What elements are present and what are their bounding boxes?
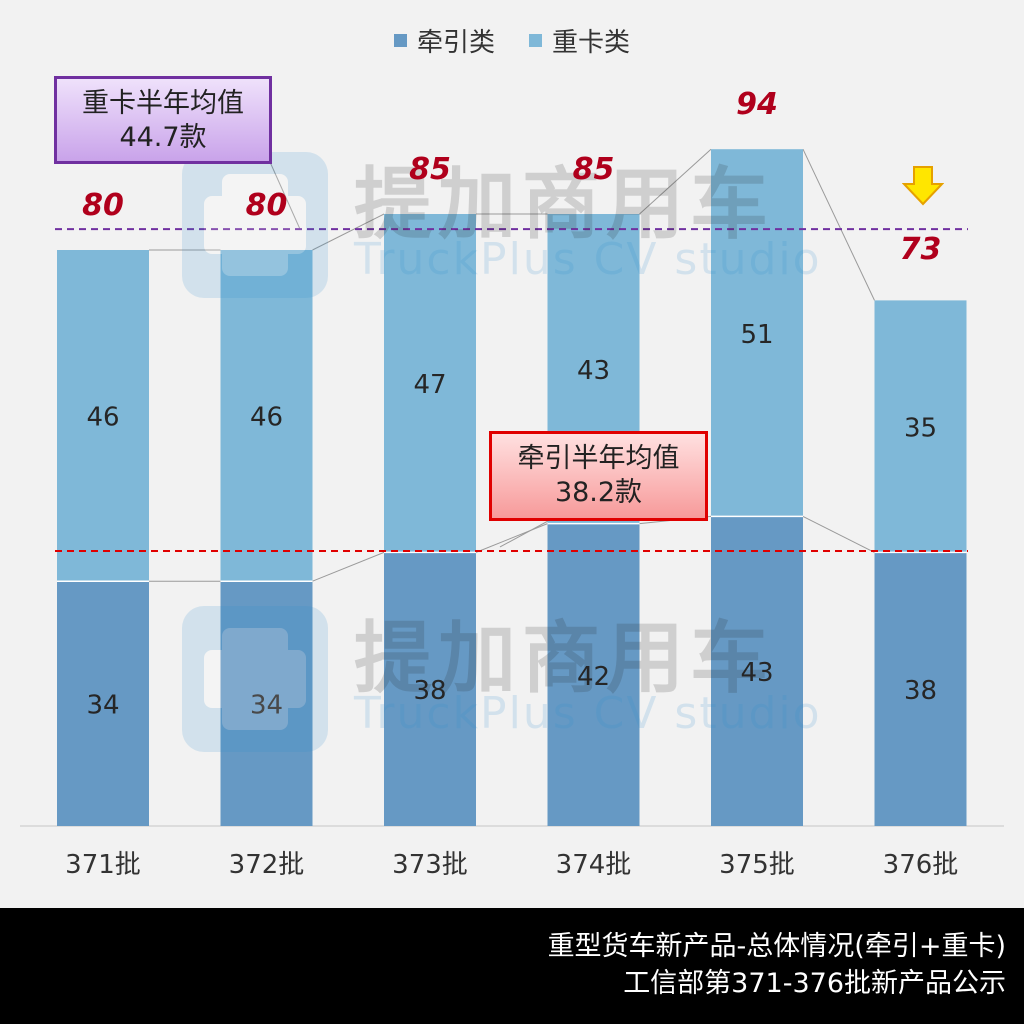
traction-average-value: 38.2款 xyxy=(554,477,643,508)
data-label-heavy: 46 xyxy=(86,403,119,433)
series-connector-line xyxy=(312,213,385,251)
bar-segment-heavy xyxy=(57,250,149,582)
data-label-heavy: 35 xyxy=(904,413,937,443)
bar-segment-traction xyxy=(711,516,803,826)
data-label-traction: 38 xyxy=(904,676,937,706)
bar-segment-traction xyxy=(220,581,313,826)
traction-average-title: 牵引半年均值 xyxy=(517,443,680,474)
series-connector-line xyxy=(802,148,875,301)
bar-segment-traction xyxy=(384,552,476,826)
x-tick-label: 375批 xyxy=(719,850,795,880)
x-tick-label: 373批 xyxy=(392,850,468,880)
data-label-heavy: 47 xyxy=(413,370,446,400)
data-label-traction: 42 xyxy=(577,662,610,692)
connector-lines xyxy=(149,148,875,582)
chart-area: 34 46 371批 34 46 372批 38 47 373批 42 43 374批 43 51 375批… xyxy=(0,22,1024,880)
footer-banner: 重型货车新产品-总体情况(牵引+重卡) 工信部第371-376批新产品公示 xyxy=(0,908,1024,1024)
bar-segment-traction xyxy=(547,523,640,826)
total-label: 73 xyxy=(899,232,942,268)
legend: 牵引类 重卡类 xyxy=(0,22,1024,59)
x-tick-label: 376批 xyxy=(883,850,959,880)
legend-item-heavy: 重卡类 xyxy=(529,22,630,59)
total-label: 85 xyxy=(572,152,615,187)
heavy-average-callout: 重卡半年均值 44.7款 xyxy=(54,76,272,164)
series-connector-line xyxy=(802,515,875,553)
legend-swatch-heavy xyxy=(529,34,542,47)
x-tick-label: 371批 xyxy=(65,850,141,880)
value-labels: 34 46 371批 34 46 372批 38 47 373批 42 43 374批 43 51 375批… xyxy=(65,320,958,880)
bar-segment-heavy xyxy=(711,149,803,517)
total-label: 85 xyxy=(409,152,451,187)
series-connector-line xyxy=(639,148,712,215)
traction-average-callout: 牵引半年均值 38.2款 xyxy=(489,431,708,521)
bar-segment-heavy xyxy=(384,214,476,553)
callout-leader xyxy=(499,520,549,548)
data-label-heavy: 46 xyxy=(250,403,283,433)
heavy-average-value: 44.7款 xyxy=(119,122,207,153)
footer-title: 重型货车新产品-总体情况(牵引+重卡) xyxy=(547,931,1006,962)
legend-swatch-traction xyxy=(393,34,407,47)
legend-item-traction: 牵引类 xyxy=(393,22,495,59)
bar-segment-heavy xyxy=(220,250,313,582)
bar-segment-heavy xyxy=(874,300,967,553)
bar-segment-traction xyxy=(874,552,967,826)
bar-segment-traction xyxy=(57,581,149,826)
legend-label-traction: 牵引类 xyxy=(416,28,495,58)
footer-subtitle: 工信部第371-376批新产品公示 xyxy=(623,968,1006,999)
down-arrow-icon xyxy=(902,166,944,206)
total-label: 80 xyxy=(82,188,124,223)
data-label-traction: 43 xyxy=(740,658,773,688)
data-label-traction: 34 xyxy=(86,691,119,721)
data-label-traction: 34 xyxy=(250,691,283,721)
series-connector-line xyxy=(312,551,385,582)
callout-leader xyxy=(269,161,301,230)
legend-label-heavy: 重卡类 xyxy=(552,28,631,58)
data-label-traction: 38 xyxy=(413,676,446,706)
x-tick-label: 374批 xyxy=(556,850,632,880)
series-connector-line xyxy=(475,523,548,553)
data-label-heavy: 43 xyxy=(577,356,610,386)
heavy-average-title: 重卡半年均值 xyxy=(82,88,244,119)
x-tick-label: 372批 xyxy=(229,850,305,880)
total-label: 94 xyxy=(736,87,778,123)
data-label-heavy: 51 xyxy=(740,320,773,350)
reference-lines xyxy=(55,228,968,552)
total-label: 80 xyxy=(245,188,288,223)
